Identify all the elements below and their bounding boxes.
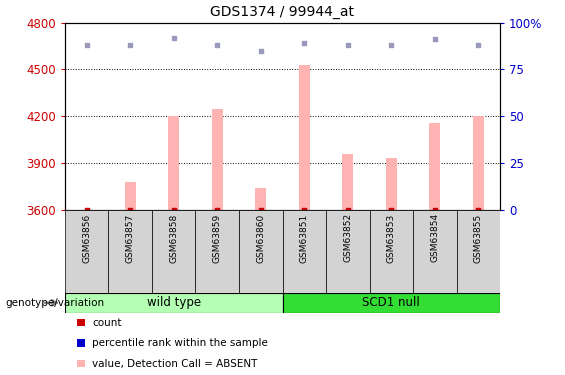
Point xyxy=(212,207,221,213)
Point xyxy=(169,34,178,40)
Text: GSM63859: GSM63859 xyxy=(213,213,221,262)
Text: wild type: wild type xyxy=(147,296,201,309)
Point xyxy=(473,207,483,213)
Bar xyxy=(168,116,179,210)
Bar xyxy=(239,210,282,292)
Point xyxy=(82,207,92,213)
Bar xyxy=(282,292,500,313)
Point xyxy=(343,207,353,213)
Text: count: count xyxy=(92,318,121,327)
Bar xyxy=(457,210,500,292)
Text: GSM63853: GSM63853 xyxy=(387,213,396,262)
Bar xyxy=(65,210,108,292)
Bar xyxy=(429,123,440,210)
Bar xyxy=(77,360,85,368)
Bar xyxy=(342,154,353,210)
Point xyxy=(430,36,439,42)
Bar xyxy=(255,188,266,210)
Title: GDS1374 / 99944_at: GDS1374 / 99944_at xyxy=(211,5,354,19)
Bar xyxy=(473,116,484,210)
Text: SCD1 null: SCD1 null xyxy=(362,296,420,309)
Point xyxy=(386,42,396,48)
Bar xyxy=(65,292,282,313)
Point xyxy=(431,207,440,213)
Bar xyxy=(413,210,457,292)
Bar xyxy=(370,210,413,292)
Text: GSM63856: GSM63856 xyxy=(82,213,91,262)
Point xyxy=(125,42,134,48)
Bar xyxy=(152,210,195,292)
Point xyxy=(82,42,92,48)
Bar xyxy=(212,109,223,210)
Text: GSM63855: GSM63855 xyxy=(474,213,483,262)
Point xyxy=(126,207,135,213)
Bar xyxy=(326,210,370,292)
Text: GSM63857: GSM63857 xyxy=(126,213,134,262)
Bar xyxy=(299,64,310,210)
Point xyxy=(299,40,308,46)
Point xyxy=(256,48,265,54)
Text: GSM63858: GSM63858 xyxy=(170,213,178,262)
Point xyxy=(386,207,396,213)
Bar xyxy=(125,182,136,210)
Point xyxy=(257,207,266,213)
Point xyxy=(299,207,308,213)
Text: value, Detection Call = ABSENT: value, Detection Call = ABSENT xyxy=(92,359,258,369)
Text: GSM63852: GSM63852 xyxy=(344,213,352,262)
Bar xyxy=(77,319,85,326)
Text: percentile rank within the sample: percentile rank within the sample xyxy=(92,338,268,348)
Text: GSM63854: GSM63854 xyxy=(431,213,439,262)
Point xyxy=(212,42,221,48)
Point xyxy=(170,207,179,213)
Point xyxy=(343,42,352,48)
Bar xyxy=(108,210,152,292)
Bar xyxy=(282,210,326,292)
Text: GSM63851: GSM63851 xyxy=(300,213,308,262)
Bar xyxy=(195,210,239,292)
Point xyxy=(473,42,483,48)
Text: genotype/variation: genotype/variation xyxy=(6,298,105,308)
Text: GSM63860: GSM63860 xyxy=(257,213,265,262)
Bar xyxy=(77,339,85,346)
Bar xyxy=(386,158,397,210)
